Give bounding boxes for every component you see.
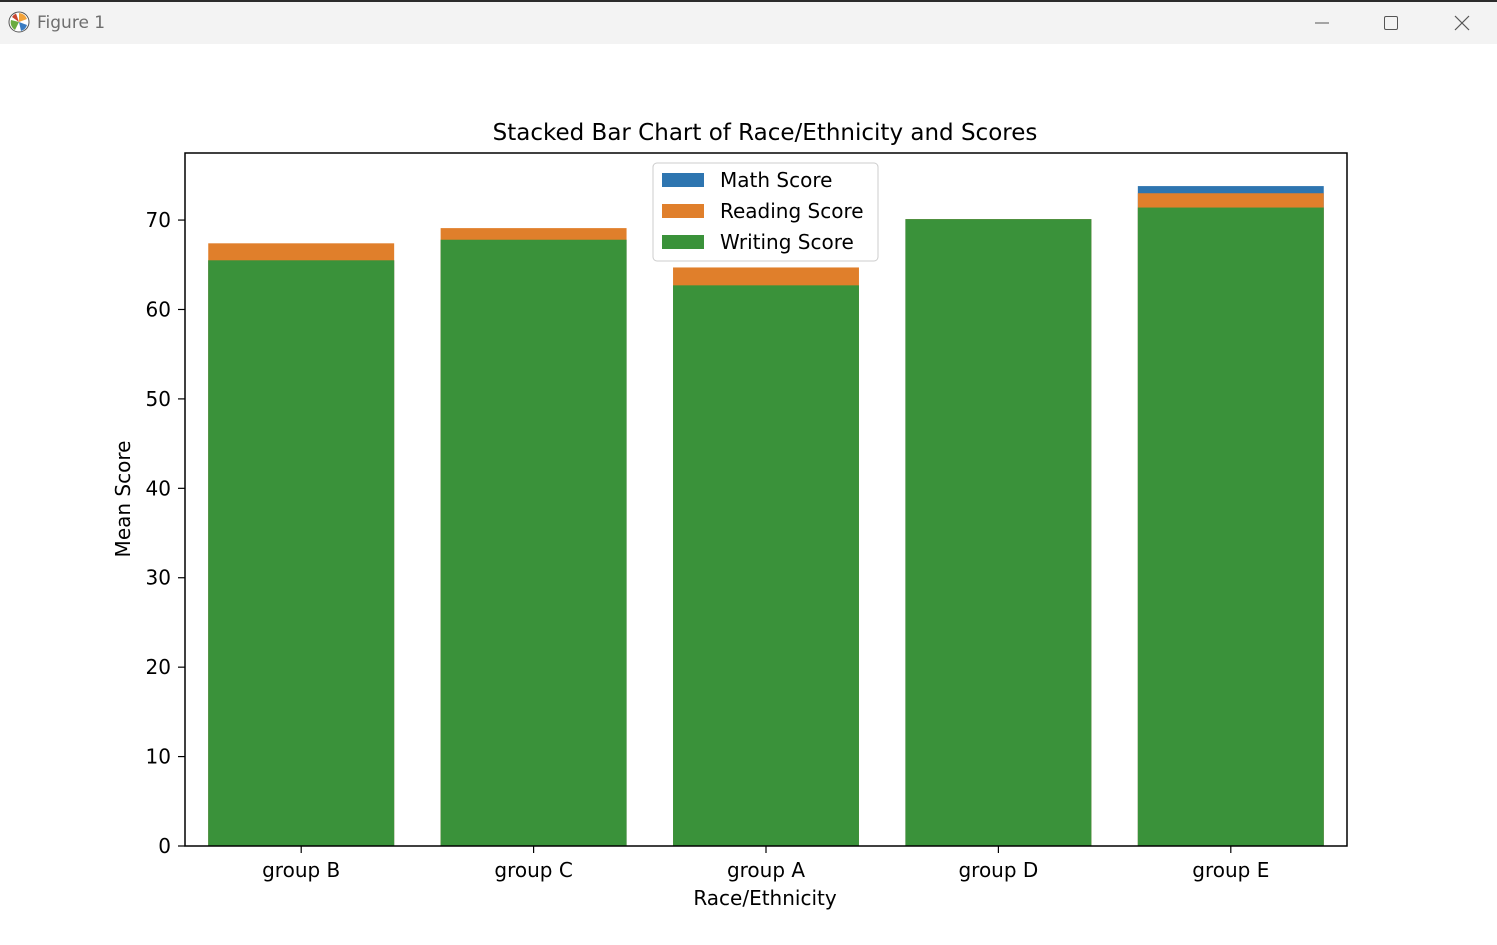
legend: Math Score Reading Score Writing Score bbox=[652, 162, 879, 262]
x-tick-label: group A bbox=[727, 858, 805, 882]
bar-writing-score-group-E bbox=[1137, 207, 1324, 847]
legend-label: Writing Score bbox=[720, 230, 854, 254]
chart-title: Stacked Bar Chart of Race/Ethnicity and … bbox=[493, 120, 1038, 146]
y-tick-label: 10 bbox=[146, 745, 171, 769]
bars-layer bbox=[208, 186, 1324, 847]
bar-writing-score-group-C bbox=[440, 239, 627, 847]
y-axis: 0 10 20 30 40 50 60 70 bbox=[146, 208, 185, 858]
y-tick-label: 40 bbox=[146, 476, 171, 500]
x-axis-label: Race/Ethnicity bbox=[693, 886, 837, 910]
x-tick-label: group C bbox=[494, 858, 572, 882]
y-tick-label: 0 bbox=[158, 834, 171, 858]
legend-label: Reading Score bbox=[720, 199, 864, 223]
close-icon bbox=[1454, 15, 1470, 31]
y-tick-label: 70 bbox=[146, 208, 171, 232]
x-tick-label: group B bbox=[262, 858, 340, 882]
y-tick-label: 60 bbox=[146, 297, 171, 321]
maximize-button[interactable] bbox=[1368, 2, 1414, 44]
y-axis-label: Mean Score bbox=[111, 441, 135, 558]
x-tick-label: group E bbox=[1192, 858, 1269, 882]
y-tick-label: 30 bbox=[146, 566, 171, 590]
legend-swatch bbox=[662, 204, 704, 218]
title-bar: Figure 1 bbox=[0, 0, 1497, 44]
minimize-button[interactable] bbox=[1299, 2, 1345, 44]
stacked-bar-chart: Stacked Bar Chart of Race/Ethnicity and … bbox=[111, 120, 1348, 910]
matplotlib-icon bbox=[8, 11, 30, 33]
y-tick-label: 20 bbox=[146, 655, 171, 679]
legend-swatch bbox=[662, 235, 704, 249]
close-button[interactable] bbox=[1439, 2, 1485, 44]
maximize-icon bbox=[1384, 16, 1398, 30]
y-tick-label: 50 bbox=[146, 387, 171, 411]
bar-writing-score-group-A bbox=[673, 285, 859, 846]
window-title: Figure 1 bbox=[37, 13, 106, 33]
legend-frame bbox=[652, 162, 879, 262]
legend-swatch bbox=[662, 173, 704, 187]
bar-writing-score-group-D bbox=[905, 219, 1092, 847]
minimize-icon bbox=[1315, 22, 1329, 24]
bar-writing-score-group-B bbox=[208, 260, 395, 846]
x-tick-label: group D bbox=[958, 858, 1038, 882]
x-axis: group B group C group A group D group E bbox=[262, 846, 1269, 882]
legend-label: Math Score bbox=[720, 168, 832, 192]
